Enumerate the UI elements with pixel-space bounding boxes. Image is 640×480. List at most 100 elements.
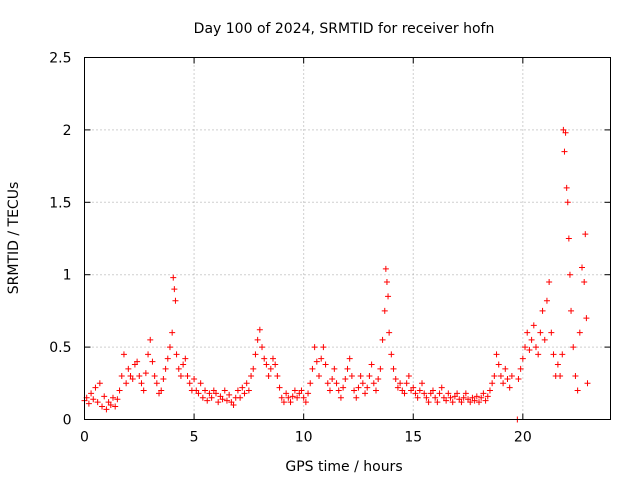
data-point: [449, 399, 456, 406]
data-point: [576, 329, 583, 336]
data-point: [153, 380, 160, 387]
data-point: [524, 329, 531, 336]
data-point: [570, 344, 577, 351]
data-point: [543, 297, 550, 304]
data-point: [256, 326, 263, 333]
data-point: [504, 375, 511, 382]
data-point: [460, 394, 467, 401]
data-point: [432, 394, 439, 401]
data-point: [550, 351, 557, 358]
y-tick-label: 1: [63, 268, 72, 284]
data-point: [414, 394, 421, 401]
data-point: [462, 390, 469, 397]
data-point: [445, 390, 452, 397]
data-point: [322, 361, 329, 368]
data-point: [579, 264, 586, 271]
data-point: [486, 387, 493, 394]
data-point: [248, 373, 255, 380]
data-point: [340, 384, 347, 391]
data-point: [497, 373, 504, 380]
data-point: [109, 394, 116, 401]
y-tick-label: 2.5: [49, 51, 71, 67]
data-point: [221, 387, 228, 394]
data-point: [162, 365, 169, 372]
y-tick-label: 1.5: [49, 195, 71, 211]
data-point: [289, 393, 296, 400]
data-point: [90, 396, 97, 403]
data-point: [489, 380, 496, 387]
data-point: [372, 387, 379, 394]
data-point: [584, 380, 591, 387]
data-point: [305, 390, 312, 397]
data-point: [324, 380, 331, 387]
data-point: [195, 390, 202, 397]
data-point: [471, 397, 478, 404]
data-point: [559, 351, 566, 358]
grid-lines: [84, 57, 611, 420]
data-point: [377, 365, 384, 372]
data-point: [342, 375, 349, 382]
data-point: [283, 390, 290, 397]
data-point: [421, 390, 428, 397]
data-point: [329, 375, 336, 382]
data-point: [532, 344, 539, 351]
data-point: [311, 344, 318, 351]
data-point: [173, 351, 180, 358]
data-point: [101, 393, 108, 400]
data-point: [114, 396, 121, 403]
data-point: [482, 397, 489, 404]
data-point: [535, 351, 542, 358]
data-point: [245, 387, 252, 394]
data-point: [215, 399, 222, 406]
x-tick-label: 20: [514, 430, 532, 446]
data-point: [351, 387, 358, 394]
data-point: [213, 390, 219, 397]
data-point: [309, 365, 316, 372]
data-point: [206, 390, 213, 397]
data-point: [381, 307, 388, 314]
data-point: [548, 329, 555, 336]
data-point: [434, 399, 441, 406]
data-point: [123, 380, 130, 387]
data-point: [539, 307, 546, 314]
y-tick-label: 0: [63, 413, 72, 429]
data-point: [574, 387, 581, 394]
data-point: [412, 390, 419, 397]
data-point: [530, 322, 537, 329]
data-point: [120, 351, 127, 358]
data-point: [177, 373, 184, 380]
data-point: [403, 380, 410, 387]
data-point: [313, 358, 320, 365]
data-point: [355, 384, 362, 391]
data-point: [379, 336, 386, 343]
data-point: [375, 375, 382, 382]
data-point: [495, 361, 502, 368]
data-point: [94, 399, 101, 406]
data-point: [307, 380, 314, 387]
data-point: [454, 390, 461, 397]
data-point: [199, 394, 206, 401]
data-point: [385, 293, 392, 300]
data-point: [517, 365, 524, 372]
data-point: [476, 399, 482, 406]
data-point: [359, 380, 366, 387]
data-point: [129, 375, 136, 382]
data-point: [186, 380, 193, 387]
data-point: [250, 365, 257, 372]
x-tick-label: 5: [190, 430, 199, 446]
x-tick-label: 0: [80, 430, 89, 446]
data-point: [500, 380, 507, 387]
data-point: [366, 373, 373, 380]
data-point: [582, 231, 589, 238]
data-point: [370, 380, 377, 387]
data-point: [515, 375, 522, 382]
data-point: [337, 394, 344, 401]
data-point: [508, 373, 515, 380]
data-point: [565, 235, 572, 242]
chart-title: Day 100 of 2024, SRMTID for receiver hof…: [194, 21, 495, 37]
data-points: [81, 126, 591, 423]
data-point: [169, 329, 176, 336]
data-point: [392, 375, 399, 382]
data-point: [208, 394, 215, 401]
